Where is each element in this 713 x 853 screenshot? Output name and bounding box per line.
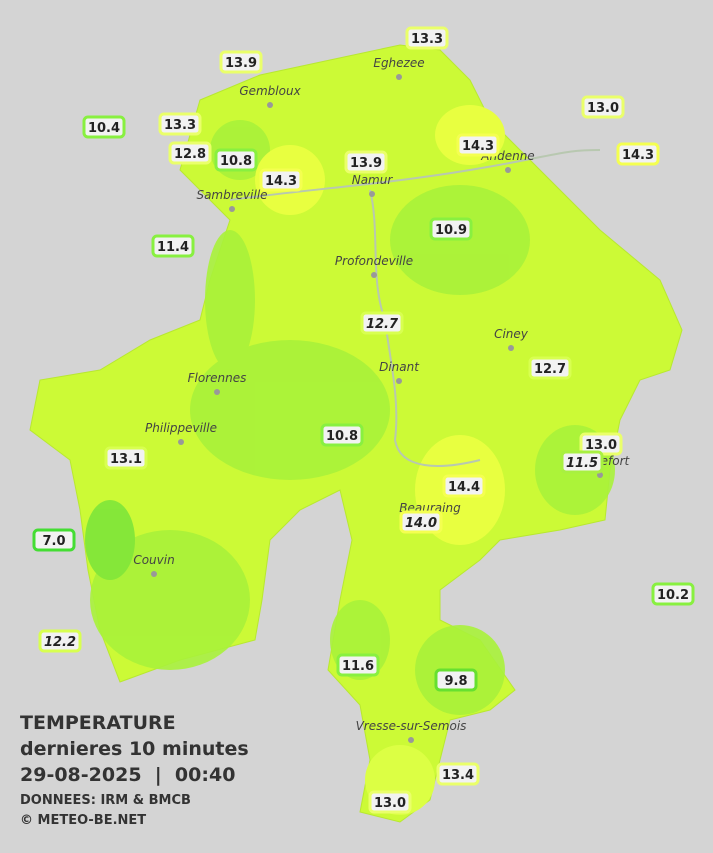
- station-box: [320, 423, 364, 447]
- station-box: [168, 141, 212, 165]
- station-box: [456, 133, 500, 157]
- station-value: 12.7: [534, 362, 566, 377]
- station-value: 13.0: [374, 796, 406, 811]
- station-value: 13.0: [585, 438, 617, 453]
- station-value: 10.9: [435, 223, 467, 238]
- station-box: [434, 668, 478, 692]
- station-box: [528, 356, 572, 380]
- station-value: 14.0: [405, 516, 437, 531]
- legend-title: TEMPERATURE: [20, 712, 176, 734]
- station-value: 13.9: [350, 156, 382, 171]
- city-name: Gembloux: [239, 84, 301, 98]
- station-box: [360, 311, 404, 335]
- station-box: [336, 653, 380, 677]
- station-box: [560, 450, 604, 474]
- station-box: [151, 234, 195, 258]
- station-box: [429, 217, 473, 241]
- city-dot: [151, 571, 157, 577]
- station-box: [82, 115, 126, 139]
- station-box: [651, 582, 695, 606]
- station-box: [616, 142, 660, 166]
- city-dot: [214, 389, 220, 395]
- station-value: 13.0: [587, 101, 619, 116]
- station-box: [214, 148, 258, 172]
- station-value: 11.5: [566, 456, 598, 471]
- city-dot: [505, 167, 511, 173]
- station-value: 13.1: [110, 452, 142, 467]
- station-box: [442, 474, 486, 498]
- station-value: 10.2: [657, 588, 689, 603]
- city-name: Profondeville: [335, 254, 413, 268]
- station-value: 9.8: [444, 674, 467, 689]
- station-value: 13.4: [442, 768, 474, 783]
- legend-subtitle: dernieres 10 minutes: [20, 738, 249, 760]
- city-name: Philippeville: [145, 421, 217, 435]
- station-value: 10.8: [326, 429, 358, 444]
- legend-copyright: © METEO-BE.NET: [20, 813, 146, 828]
- station-value: 13.3: [411, 32, 443, 47]
- station-value: 7.0: [42, 534, 65, 549]
- station-value: 14.3: [265, 174, 297, 189]
- station-value: 14.3: [622, 148, 654, 163]
- station-box: [399, 510, 443, 534]
- city-dot: [229, 206, 235, 212]
- station-box: [219, 50, 263, 74]
- city-name: Florennes: [188, 371, 247, 385]
- station-value: 11.4: [157, 240, 189, 255]
- city-dot: [508, 345, 514, 351]
- station-box: [436, 762, 480, 786]
- city-name: Ciney: [494, 327, 529, 341]
- station-box: [104, 446, 148, 470]
- city-name: Dinant: [379, 360, 420, 374]
- city-dot: [178, 439, 184, 445]
- station-value: 12.8: [174, 147, 206, 162]
- city-name: Namur: [352, 173, 394, 187]
- legend-source: DONNEES: IRM & BMCB: [20, 793, 191, 808]
- station-box: [344, 150, 388, 174]
- station-value: 13.9: [225, 56, 257, 71]
- city-dot: [267, 102, 273, 108]
- city-dot: [396, 378, 402, 384]
- station-value: 12.7: [366, 317, 399, 332]
- city-name: Sambreville: [196, 188, 267, 202]
- city-dot: [369, 191, 375, 197]
- city-dot: [597, 472, 603, 478]
- city-name: Eghezee: [373, 56, 424, 70]
- city-dot: [371, 272, 377, 278]
- station-box: [368, 790, 412, 814]
- city-dot: [408, 737, 414, 743]
- station-box: [38, 629, 82, 653]
- station-box: [405, 26, 449, 50]
- station-value: 12.2: [44, 635, 76, 650]
- station-box: [581, 95, 625, 119]
- city-name: Couvin: [133, 553, 174, 567]
- station-value: 11.6: [342, 659, 374, 674]
- station-value: 14.3: [462, 139, 494, 154]
- legend-datetime: 29-08-2025 | 00:40: [20, 764, 235, 786]
- station-box: [158, 112, 202, 136]
- city-dot: [396, 74, 402, 80]
- station-value: 14.4: [448, 480, 480, 495]
- rivers: [229, 149, 601, 467]
- station-value: 10.8: [220, 154, 252, 169]
- station-box: [32, 528, 76, 552]
- city-name: Vresse-sur-Semois: [356, 719, 467, 733]
- station-box: [259, 168, 303, 192]
- station-value: 10.4: [88, 121, 120, 136]
- station-value: 13.3: [164, 118, 196, 133]
